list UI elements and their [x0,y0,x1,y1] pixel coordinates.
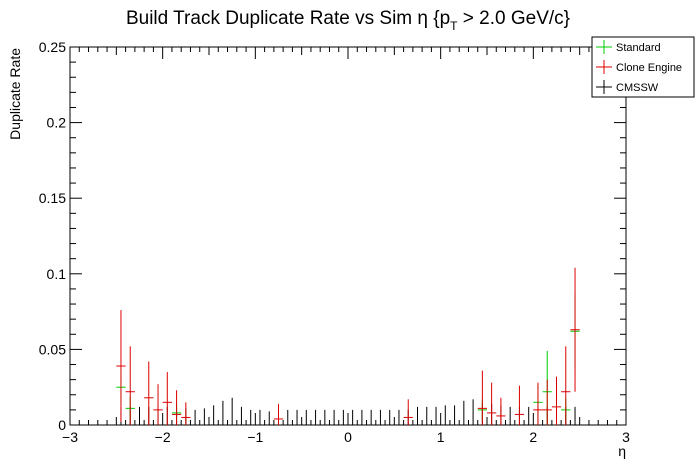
data-point [171,390,182,425]
legend-entry: Standard [596,40,661,54]
data-marks [116,267,580,425]
data-point [181,402,191,425]
data-point [403,399,413,425]
legend-entry: CMSSW [596,80,659,94]
y-tick-label: 0.2 [47,115,67,131]
chart-title: Build Track Duplicate Rate vs Sim η {pT … [126,8,570,33]
data-point [561,346,571,425]
x-axis-label: η [618,443,626,459]
data-point [551,376,562,425]
legend-label: Clone Engine [616,62,682,74]
data-point [144,361,154,425]
chart-title-subscript: T [450,19,458,33]
legend: Standard Clone Engine CMSSW [591,36,695,98]
axis-ticks [69,46,627,426]
data-point [477,370,487,425]
data-point [273,403,284,425]
data-point [542,379,552,425]
y-tick-label: 0.25 [39,39,66,55]
data-point [514,385,525,425]
legend-label: CMSSW [616,82,659,94]
series-clone-engine [116,267,580,425]
plot-border [69,46,627,426]
data-point [487,382,497,425]
axis-tick-labels: −3 −2 −1 0 1 2 3 0 0.05 0.1 0.15 0.2 0.25 [39,39,630,445]
x-tick-label: 2 [529,429,537,445]
y-tick-label: 0.15 [39,190,66,206]
data-point [496,397,506,425]
legend-label: Standard [616,42,661,54]
x-tick-label: −3 [62,429,78,445]
y-axis-label: Duplicate Rate [7,48,23,140]
chart-title-tail: > 2.0 GeV/c} [458,8,571,29]
plot-frame [69,46,627,426]
data-point [533,382,543,425]
data-point [153,384,163,425]
legend-entry: Clone Engine [596,60,682,74]
x-tick-label: 0 [344,429,352,445]
x-tick-label: 3 [622,429,630,445]
y-tick-label: 0 [58,417,66,433]
data-point [116,310,126,422]
data-point [125,346,135,425]
chart-title-main: Build Track Duplicate Rate vs Sim η {p [126,8,450,29]
y-tick-label: 0.1 [47,266,67,282]
x-tick-label: −2 [155,429,171,445]
data-point [570,267,580,392]
x-tick-label: −1 [247,429,263,445]
data-point [162,372,172,425]
x-tick-label: 1 [437,429,445,445]
y-tick-label: 0.05 [39,341,66,357]
